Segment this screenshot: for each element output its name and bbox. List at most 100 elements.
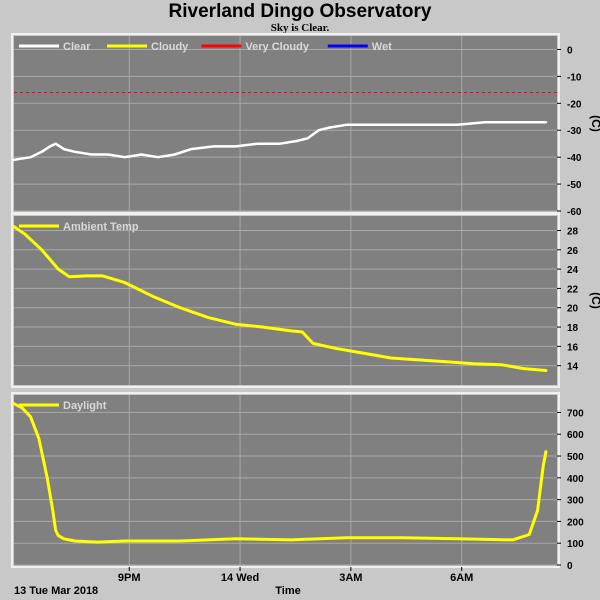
legend-label: Very Cloudy bbox=[245, 41, 309, 53]
y-tick-label: 600 bbox=[567, 430, 584, 441]
x-tick-label: 14 Wed bbox=[221, 572, 259, 584]
data-point bbox=[401, 124, 403, 126]
data-point bbox=[30, 416, 32, 418]
data-point bbox=[401, 537, 403, 539]
data-point bbox=[545, 121, 547, 123]
data-point bbox=[512, 539, 514, 541]
panel-ambient: 28 26 24 22 20 18 16 14 (C) Ambient Temp bbox=[11, 213, 600, 388]
y-tick-label: 28 bbox=[567, 226, 579, 237]
y-tick-label: 300 bbox=[567, 496, 584, 507]
data-point bbox=[500, 364, 503, 366]
data-point bbox=[290, 330, 292, 332]
data-point bbox=[235, 538, 237, 540]
data-point bbox=[456, 124, 458, 126]
data-point bbox=[57, 268, 59, 270]
data-point bbox=[13, 159, 15, 161]
data-point bbox=[74, 151, 76, 153]
data-point bbox=[295, 140, 298, 142]
legend-label: Clear bbox=[63, 41, 91, 53]
y-tick-label: 100 bbox=[567, 539, 584, 550]
data-point bbox=[54, 143, 57, 145]
data-point bbox=[38, 437, 40, 440]
y-tick-label: 14 bbox=[567, 362, 579, 373]
x-tick-label: 3AM bbox=[339, 572, 362, 584]
legend-label: Wet bbox=[372, 41, 392, 53]
sky-status: Sky is Clear. bbox=[270, 22, 330, 34]
data-point bbox=[63, 148, 65, 150]
data-point bbox=[96, 541, 98, 543]
panel-sky: 0 -10 -20 -30 -40 -50 -60 (C) Clear Cloudy Very Cl… bbox=[11, 33, 600, 218]
data-point bbox=[13, 226, 15, 228]
data-point bbox=[445, 361, 447, 363]
y-tick-label: 500 bbox=[567, 452, 584, 463]
data-point bbox=[235, 323, 237, 325]
y-tick-label: 24 bbox=[567, 265, 579, 276]
x-tick-label: 6AM bbox=[450, 572, 473, 584]
data-point bbox=[179, 307, 181, 309]
data-point bbox=[528, 533, 530, 536]
data-point bbox=[57, 534, 59, 537]
data-point bbox=[542, 466, 544, 468]
data-point bbox=[301, 331, 303, 333]
data-point bbox=[52, 509, 54, 512]
y-tick-label: 400 bbox=[567, 474, 584, 485]
data-point bbox=[329, 126, 331, 129]
unit-label: (C) bbox=[589, 292, 600, 309]
series-line bbox=[12, 120, 548, 162]
x-tick-label: 9PM bbox=[118, 572, 141, 584]
plot-frame bbox=[11, 392, 560, 568]
data-point bbox=[124, 540, 126, 542]
y-tick-label: 16 bbox=[567, 342, 579, 353]
unit-label: (C) bbox=[589, 115, 600, 132]
data-point bbox=[428, 124, 431, 126]
data-point bbox=[537, 509, 539, 512]
data-point bbox=[151, 295, 154, 297]
plot-background bbox=[14, 216, 557, 385]
data-point bbox=[68, 276, 71, 278]
y-tick-label: 26 bbox=[567, 246, 579, 257]
x-axis-title: Time bbox=[275, 585, 300, 597]
data-point bbox=[85, 275, 87, 277]
data-point bbox=[545, 451, 547, 453]
data-point bbox=[74, 540, 76, 542]
y-tick-label: 22 bbox=[567, 284, 579, 295]
data-point bbox=[523, 367, 525, 370]
y-tick-label: 0 bbox=[567, 45, 573, 56]
data-point bbox=[124, 282, 126, 284]
y-tick-label: 200 bbox=[567, 517, 584, 528]
y-tick-label: 20 bbox=[567, 304, 579, 315]
data-point bbox=[545, 369, 547, 372]
data-point bbox=[41, 151, 43, 153]
data-point bbox=[362, 352, 364, 354]
data-point bbox=[279, 143, 281, 145]
y-tick-label: -10 bbox=[567, 72, 582, 83]
data-point bbox=[13, 403, 15, 405]
data-point bbox=[157, 156, 159, 158]
data-point bbox=[24, 233, 26, 235]
chart-title: Riverland Dingo Observatory bbox=[168, 1, 432, 22]
panel-daylight: 700 600 500 400 300 200 100 0 Daylight 9PM 14 Wed 3… bbox=[11, 392, 584, 584]
data-point bbox=[63, 538, 65, 540]
data-point bbox=[456, 538, 458, 540]
data-point bbox=[290, 539, 292, 541]
data-point bbox=[484, 121, 486, 123]
y-tick-label: 18 bbox=[567, 323, 579, 334]
plot-background bbox=[14, 395, 557, 565]
data-point bbox=[257, 143, 259, 145]
data-point bbox=[345, 537, 348, 539]
data-point bbox=[190, 148, 192, 150]
data-point bbox=[179, 540, 181, 542]
data-point bbox=[54, 529, 57, 531]
legend-label: Daylight bbox=[63, 400, 107, 412]
data-point bbox=[318, 129, 320, 131]
y-tick-label: 700 bbox=[567, 408, 584, 419]
y-tick-label: -20 bbox=[567, 99, 582, 110]
y-tick-label: -60 bbox=[567, 207, 582, 218]
data-point bbox=[212, 145, 215, 147]
data-point bbox=[21, 407, 23, 409]
y-tick-label: -50 bbox=[567, 180, 582, 191]
y-tick-label: 0 bbox=[567, 561, 573, 572]
data-point bbox=[41, 249, 43, 251]
data-point bbox=[373, 124, 375, 126]
